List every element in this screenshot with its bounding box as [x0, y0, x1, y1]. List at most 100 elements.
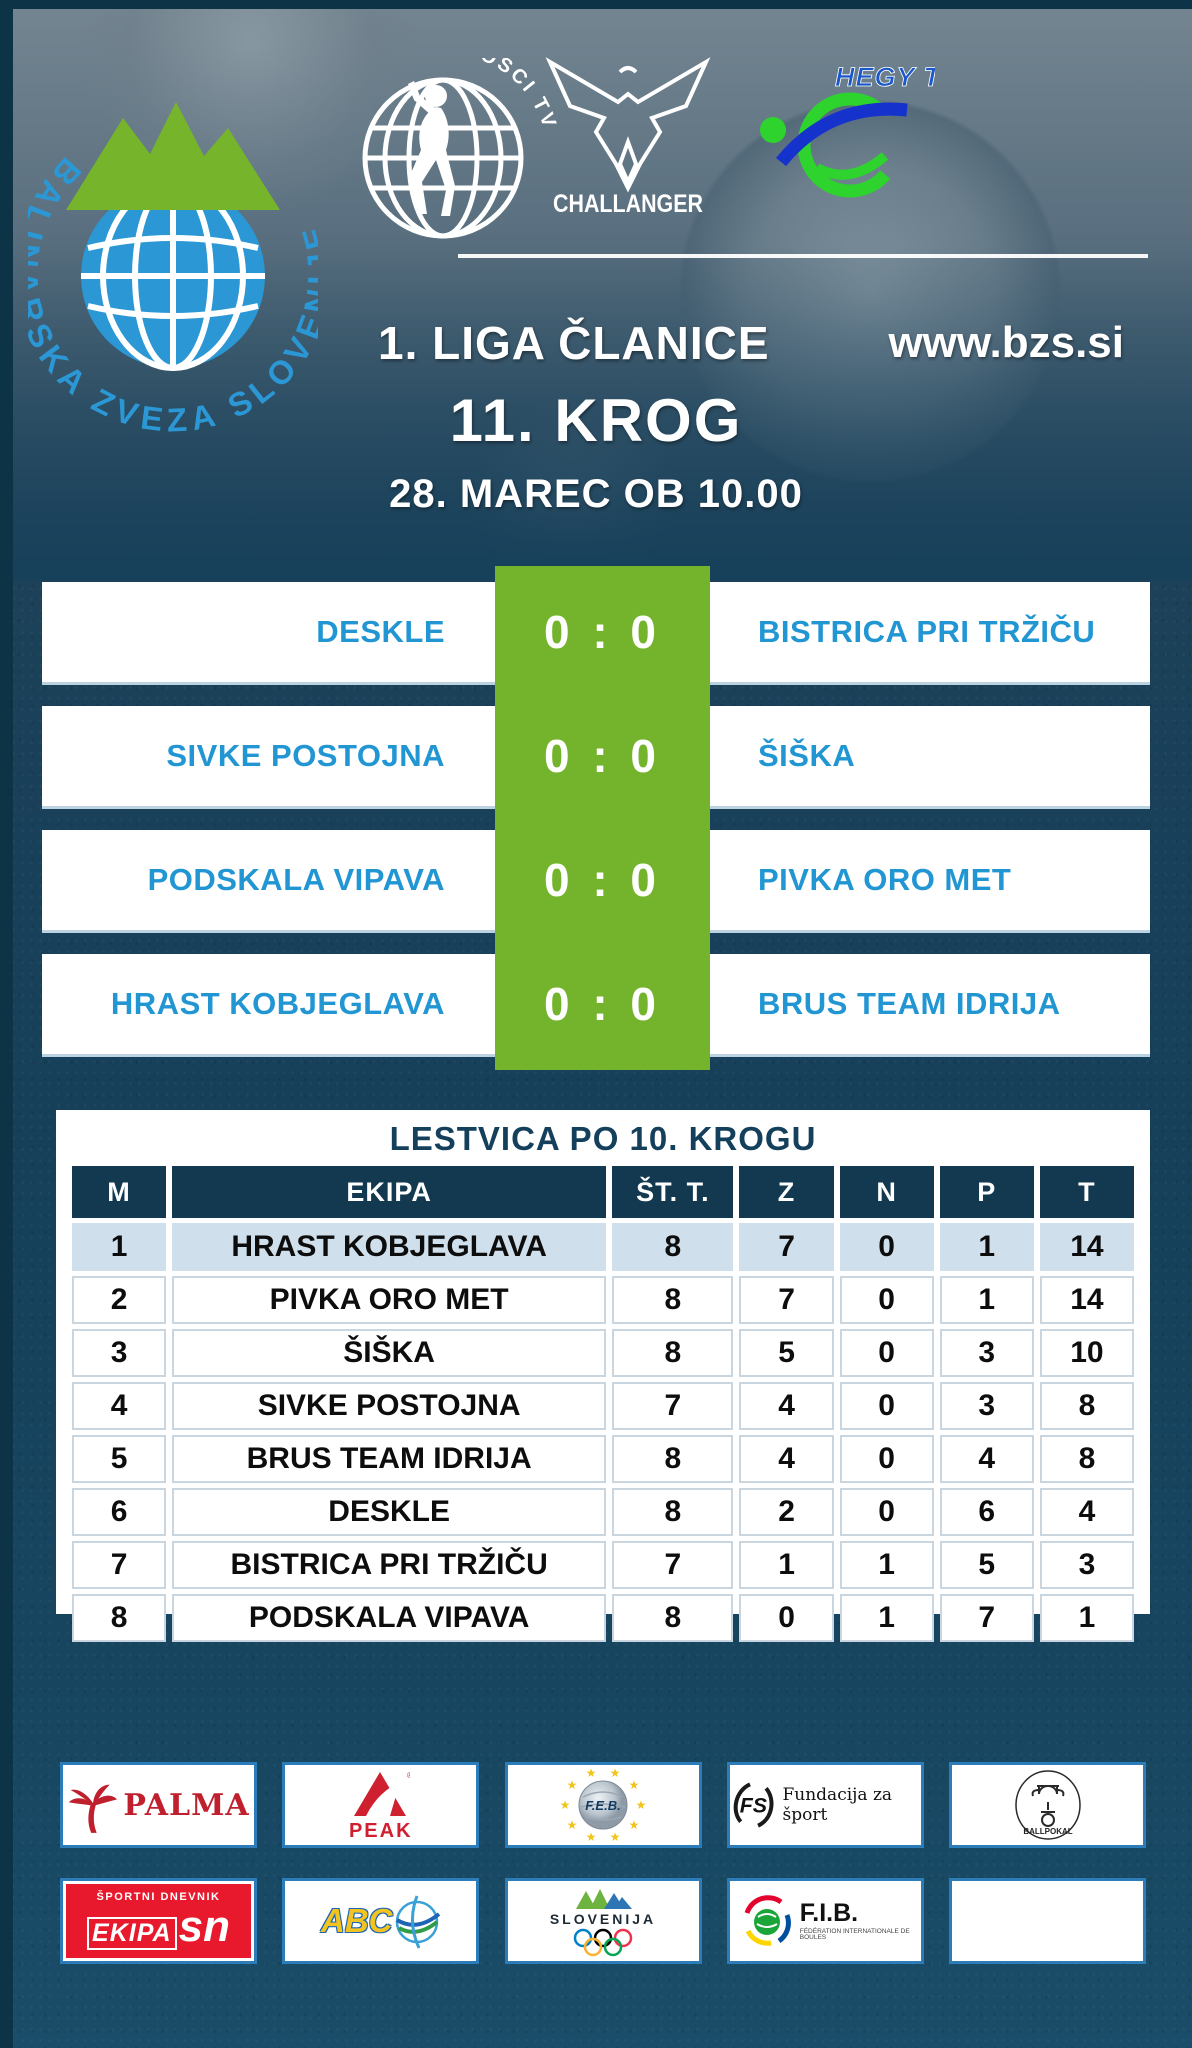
svg-text:★: ★ — [586, 1766, 597, 1780]
col-ekipa: EKIPA — [172, 1166, 607, 1218]
league-title: 1. LIGA ČLANICE — [378, 317, 770, 369]
table-row: 6 DESKLE 8 2 0 6 4 — [72, 1488, 1134, 1536]
points: 14 — [1039, 1223, 1134, 1271]
hegy-tv-logo: HEGY TV — [760, 62, 935, 198]
home-team: DESKLE — [316, 614, 445, 649]
sponsor-peak: ® PEAK — [282, 1762, 480, 1848]
score-box: 0 : 0 — [495, 938, 710, 1070]
ballpokal-label: BALLPOKAL — [1023, 1827, 1072, 1836]
away-team: ŠIŠKA — [758, 738, 856, 773]
olympic-rings-icon — [573, 1928, 633, 1956]
feb-logo-icon: F.E.B. ★ ★ ★ ★ ★ ★ ★ ★ ★ ★ — [560, 1766, 647, 1844]
team-name: BISTRICA PRI TRŽIČU — [172, 1541, 607, 1589]
points: 8 — [1039, 1435, 1134, 1483]
col-t: T — [1039, 1166, 1134, 1218]
points: 4 — [1039, 1488, 1134, 1536]
away-team: BISTRICA PRI TRŽIČU — [758, 614, 1096, 649]
home-team: HRAST KOBJEGLAVA — [110, 986, 445, 1021]
losses: 3 — [939, 1382, 1034, 1430]
sponsor-abc: ABC — [282, 1878, 480, 1964]
home-team: PODSKALA VIPAVA — [147, 862, 445, 897]
sponsor-fundacija: FS Fundacija za šport — [726, 1762, 924, 1848]
team-name: HRAST KOBJEGLAVA — [172, 1223, 607, 1271]
ekipa-topline: ŠPORTNI DNEVNIK — [96, 1891, 221, 1903]
fundacija-label: Fundacija za šport — [782, 1785, 893, 1825]
bzs-logo: BALINARSKA ZVEZA SLOVENIJE — [28, 102, 318, 439]
wins: 1 — [739, 1541, 834, 1589]
score-box: 0 : 0 — [495, 814, 710, 946]
col-z: Z — [739, 1166, 834, 1218]
losses: 7 — [939, 1594, 1034, 1642]
score: 0 : 0 — [543, 606, 662, 658]
fixtures-list: DESKLE 0 : 0 BISTRICA PRI TRŽIČU SIVKE P… — [42, 566, 1150, 1070]
table-row: 8 PODSKALA VIPAVA 8 0 1 7 1 — [72, 1594, 1134, 1642]
games: 7 — [612, 1541, 734, 1589]
sponsor-row-1: PALMA ® PEAK F.E.B. ★ ★ ★ — [60, 1762, 1146, 1848]
draws: 0 — [839, 1223, 934, 1271]
losses: 1 — [939, 1276, 1034, 1324]
team-name: ŠIŠKA — [172, 1329, 607, 1377]
sponsor-empty-box — [949, 1878, 1146, 1964]
sponsor-row-2: ŠPORTNI DNEVNIK EKIPA sn ABC — [60, 1878, 1146, 1964]
feb-stars: ★ ★ ★ ★ ★ ★ ★ ★ ★ ★ — [560, 1766, 647, 1844]
wins: 7 — [739, 1223, 834, 1271]
svg-text:★: ★ — [636, 1798, 647, 1812]
fib-swirl-icon — [744, 1895, 791, 1946]
games: 8 — [612, 1329, 734, 1377]
abc-globe-icon — [395, 1895, 440, 1949]
challanger-text: CHALLANGER — [553, 190, 703, 218]
table-row: 3 ŠIŠKA 8 5 0 3 10 — [72, 1329, 1134, 1377]
team-name: PIVKA ORO MET — [172, 1276, 607, 1324]
sponsor-ekipa-sn: ŠPORTNI DNEVNIK EKIPA sn — [60, 1878, 257, 1964]
bzs-mountains-icon — [66, 102, 280, 210]
hegy-ball-icon — [760, 92, 908, 198]
sn-label: sn — [178, 1902, 230, 1951]
svg-text:®: ® — [407, 1771, 410, 1780]
title-line: 1. LIGA ČLANICE www.bzs.si — [0, 316, 1192, 370]
table-row: 5 BRUS TEAM IDRIJA 8 4 0 4 8 — [72, 1435, 1134, 1483]
score-box: 0 : 0 — [495, 690, 710, 822]
website-link[interactable]: www.bzs.si — [888, 318, 1124, 367]
games: 7 — [612, 1382, 734, 1430]
match-row: PODSKALA VIPAVA 0 : 0 PIVKA ORO MET — [42, 814, 1150, 946]
score: 0 : 0 — [543, 854, 662, 906]
table-row: 4 SIVKE POSTOJNA 7 4 0 3 8 — [72, 1382, 1134, 1430]
rank: 6 — [72, 1488, 167, 1536]
fib-label: F.I.B. — [799, 1898, 859, 1927]
home-team: SIVKE POSTOJNA — [166, 738, 445, 773]
draws: 0 — [839, 1276, 934, 1324]
games: 8 — [612, 1276, 734, 1324]
svg-text:★: ★ — [586, 1830, 597, 1844]
table-row: 2 PIVKA ORO MET 8 7 0 1 14 — [72, 1276, 1134, 1324]
match-row: DESKLE 0 : 0 BISTRICA PRI TRŽIČU — [42, 566, 1150, 698]
team-name: BRUS TEAM IDRIJA — [172, 1435, 607, 1483]
challanger-bird-icon — [545, 57, 711, 193]
wins: 5 — [739, 1329, 834, 1377]
draws: 1 — [839, 1541, 934, 1589]
away-team: PIVKA ORO MET — [758, 862, 1012, 897]
draws: 1 — [839, 1594, 934, 1642]
rank: 2 — [72, 1276, 167, 1324]
slovenija-label: SLOVENIJA — [549, 1910, 657, 1927]
divider-line — [458, 254, 1148, 258]
standings-header-row: M EKIPA ŠT. T. Z N P T — [72, 1166, 1134, 1218]
draws: 0 — [839, 1329, 934, 1377]
score: 0 : 0 — [543, 978, 662, 1030]
standings-panel: LESTVICA PO 10. KROGU M EKIPA ŠT. T. Z N… — [56, 1110, 1150, 1642]
wins: 4 — [739, 1382, 834, 1430]
standings-title: LESTVICA PO 10. KROGU — [389, 1120, 817, 1157]
fib-subname: FÉDÉRATION INTERNATIONALE DE BOULES — [799, 1927, 910, 1941]
svg-text:★: ★ — [610, 1830, 621, 1844]
col-n: N — [839, 1166, 934, 1218]
games: 8 — [612, 1435, 734, 1483]
wins: 0 — [739, 1594, 834, 1642]
match-row: HRAST KOBJEGLAVA 0 : 0 BRUS TEAM IDRIJA — [42, 938, 1150, 1070]
sponsor-fib: F.I.B. FÉDÉRATION INTERNATIONALE DE BOUL… — [726, 1878, 924, 1964]
team-name: PODSKALA VIPAVA — [172, 1594, 607, 1642]
draws: 0 — [839, 1382, 934, 1430]
table-row: 1 HRAST KOBJEGLAVA 8 7 0 1 14 — [72, 1223, 1134, 1271]
svg-text:★: ★ — [567, 1778, 578, 1792]
team-name: DESKLE — [172, 1488, 607, 1536]
rank: 7 — [72, 1541, 167, 1589]
